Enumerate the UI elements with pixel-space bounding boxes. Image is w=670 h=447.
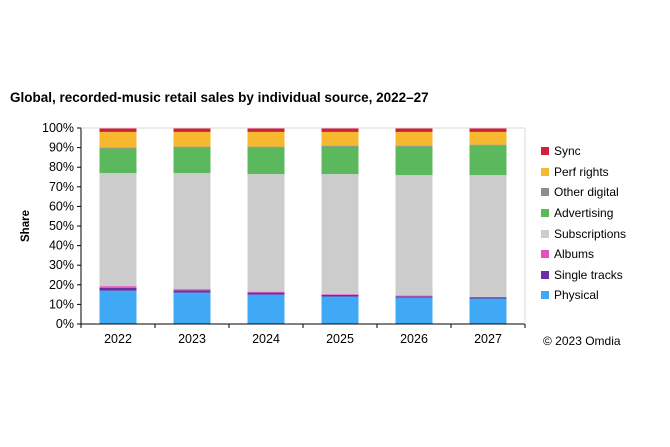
bar-advertising-2024 — [247, 147, 285, 175]
legend-swatch — [541, 291, 549, 300]
legend-swatch — [541, 188, 549, 197]
bar-other-digital-2022 — [99, 147, 137, 149]
legend-swatch — [541, 250, 549, 259]
bar-sync-2023 — [173, 128, 211, 132]
x-tick-label: 2025 — [326, 332, 354, 346]
legend-item-single-tracks: Single tracks — [541, 265, 626, 286]
bar-subscriptions-2023 — [173, 173, 211, 290]
bar-advertising-2023 — [173, 147, 211, 174]
bar-single-tracks-2022 — [99, 287, 137, 291]
legend-label: Perf rights — [554, 164, 609, 179]
legend-label: Other digital — [554, 185, 619, 200]
legend-label: Advertising — [554, 206, 614, 221]
bar-perf-rights-2025 — [321, 131, 359, 146]
legend-item-advertising: Advertising — [541, 203, 626, 224]
chart-title: Global, recorded-music retail sales by i… — [10, 90, 429, 105]
bar-albums-2024 — [247, 291, 285, 293]
x-tick-label: 2027 — [474, 332, 502, 346]
bar-albums-2023 — [173, 289, 211, 291]
legend-label: Subscriptions — [554, 226, 627, 241]
legend-swatch — [541, 167, 549, 176]
y-tick-label: 100% — [42, 121, 74, 135]
bar-perf-rights-2026 — [395, 131, 433, 146]
copyright-notice: © 2023 Omdia — [543, 334, 621, 348]
y-tick-label: 60% — [49, 199, 74, 213]
bar-single-tracks-2027 — [469, 297, 507, 299]
legend-label: Physical — [554, 288, 599, 303]
bar-albums-2026 — [395, 295, 433, 297]
legend-item-physical: Physical — [541, 285, 626, 306]
x-tick-label: 2022 — [104, 332, 132, 346]
bar-other-digital-2025 — [321, 145, 359, 147]
x-axis-ticks: 2022 2023 2024 2025 2026 2027 — [80, 324, 526, 346]
bar-physical-2027 — [469, 298, 507, 324]
bar-perf-rights-2022 — [99, 131, 137, 148]
legend-label: Sync — [554, 144, 581, 159]
bar-subscriptions-2024 — [247, 174, 285, 292]
y-axis-label: Share — [20, 210, 32, 242]
y-tick-label: 40% — [49, 239, 74, 253]
legend-swatch — [541, 209, 549, 218]
bar-advertising-2027 — [469, 145, 507, 176]
y-axis-ticks: 0% 10% 20% 30% 40% 50% 60% 70% 80% 90% 100% — [42, 121, 81, 331]
bar-sync-2026 — [395, 128, 433, 132]
bar-subscriptions-2027 — [469, 175, 507, 297]
bar-single-tracks-2026 — [395, 296, 433, 298]
legend-item-other-digital: Other digital — [541, 182, 626, 203]
bar-perf-rights-2024 — [247, 131, 285, 147]
y-tick-label: 20% — [49, 278, 74, 292]
y-tick-label: 0% — [56, 317, 74, 331]
bar-sync-2024 — [247, 128, 285, 132]
legend-item-subscriptions: Subscriptions — [541, 223, 626, 244]
bar-subscriptions-2025 — [321, 174, 359, 295]
bar-sync-2025 — [321, 128, 359, 132]
x-tick-label: 2023 — [178, 332, 206, 346]
bar-subscriptions-2022 — [99, 173, 137, 287]
bar-other-digital-2026 — [395, 145, 433, 147]
bar-other-digital-2024 — [247, 146, 285, 148]
x-tick-label: 2026 — [400, 332, 428, 346]
bar-albums-2022 — [99, 286, 137, 288]
legend-item-perf-rights: Perf rights — [541, 162, 626, 183]
legend-swatch — [541, 229, 549, 238]
legend-label: Albums — [554, 247, 595, 262]
legend-item-sync: Sync — [541, 141, 626, 162]
bar-single-tracks-2025 — [321, 294, 359, 297]
bar-subscriptions-2026 — [395, 175, 433, 296]
bar-other-digital-2027 — [469, 144, 507, 146]
legend-swatch — [541, 147, 549, 156]
legend-swatch — [541, 270, 549, 279]
bar-sync-2027 — [469, 128, 507, 132]
y-tick-label: 70% — [49, 180, 74, 194]
bar-advertising-2025 — [321, 146, 359, 175]
bar-single-tracks-2023 — [173, 290, 211, 293]
bars — [99, 128, 507, 324]
y-tick-label: 90% — [49, 141, 74, 155]
bar-single-tracks-2024 — [247, 292, 285, 295]
bar-physical-2025 — [321, 296, 359, 324]
legend-label: Single tracks — [554, 267, 623, 282]
bar-albums-2027 — [469, 296, 507, 298]
y-tick-label: 30% — [49, 258, 74, 272]
bar-advertising-2026 — [395, 146, 433, 176]
bar-physical-2026 — [395, 297, 433, 324]
y-tick-label: 10% — [49, 297, 74, 311]
x-tick-label: 2024 — [252, 332, 280, 346]
bar-physical-2023 — [173, 292, 211, 324]
legend-item-albums: Albums — [541, 244, 626, 265]
bar-perf-rights-2027 — [469, 131, 507, 145]
bar-other-digital-2023 — [173, 146, 211, 148]
bar-perf-rights-2023 — [173, 131, 211, 147]
legend: Sync Perf rights Other digital Advertising S… — [541, 141, 626, 306]
bar-advertising-2022 — [99, 148, 137, 174]
bar-albums-2025 — [321, 294, 359, 295]
y-tick-label: 50% — [49, 219, 74, 233]
y-tick-label: 80% — [49, 160, 74, 174]
bar-physical-2024 — [247, 294, 285, 324]
bar-physical-2022 — [99, 290, 137, 324]
bar-sync-2022 — [99, 128, 137, 132]
